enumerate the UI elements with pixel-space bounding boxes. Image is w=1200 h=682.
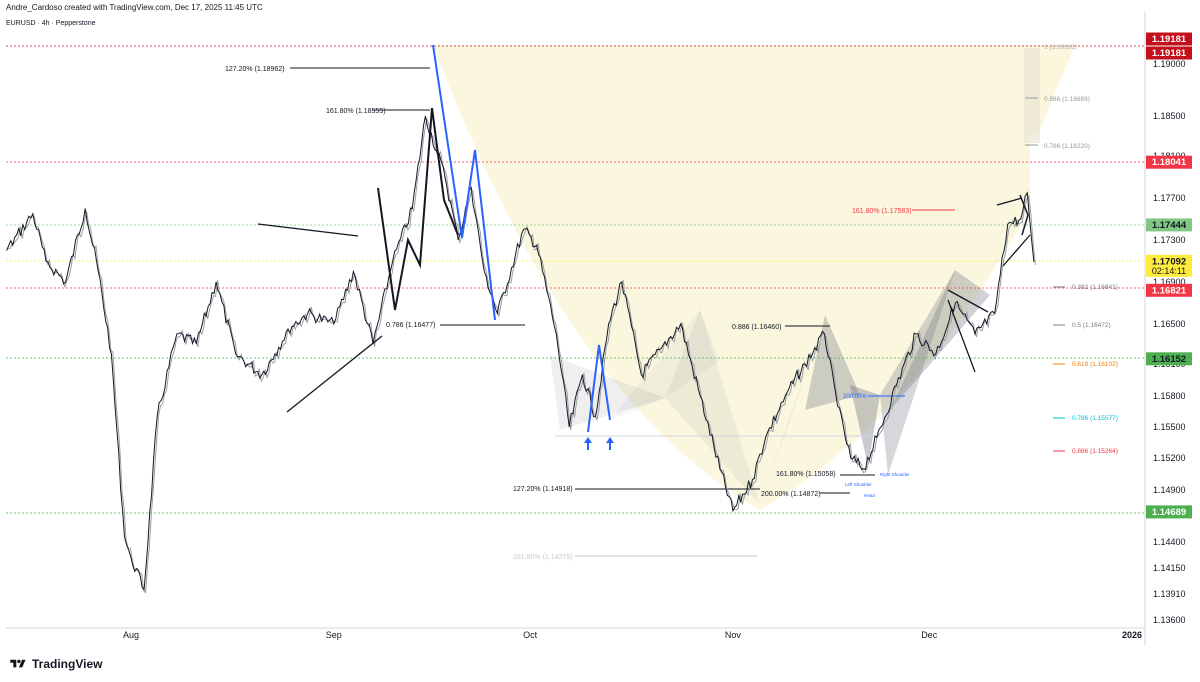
wave-blue <box>432 44 496 321</box>
x-tick-label: 2026 <box>1122 630 1142 640</box>
chart-annotation: 0.786 (1.18220) <box>1044 143 1090 150</box>
chart-annotation: 127.20% (1.18962) <box>225 66 285 73</box>
price-badge-value: 1.16152 <box>1152 354 1186 365</box>
tradingview-logo-icon <box>10 659 26 668</box>
cup-pattern-region <box>433 45 1030 510</box>
y-tick-label: 1.19000 <box>1153 59 1186 69</box>
time-axis-labels: Aug Sep Oct Nov Dec 2026 <box>123 630 1142 640</box>
price-axis-labels: 1.190001.185001.181001.177001.173001.169… <box>1153 59 1186 625</box>
price-line <box>6 115 1035 591</box>
projection-column <box>1024 48 1040 143</box>
price-badge <box>1146 254 1192 277</box>
price-badge-value: 1.17092 <box>1152 256 1186 267</box>
chart-annotation: Head <box>864 493 875 498</box>
y-tick-label: 1.14150 <box>1153 563 1186 573</box>
chart-annotation: 0.382 (1.16841) <box>1072 284 1118 291</box>
price-badge <box>1146 32 1192 46</box>
harmonic-patterns <box>550 270 990 505</box>
chart-annotation: 161.80% (1.17583) <box>852 208 912 215</box>
x-tick-label: Nov <box>725 630 742 640</box>
fib-lines <box>290 45 1065 557</box>
chart-annotation: 200.00% <box>843 394 867 400</box>
chart-annotation: 0.5 (1.16472) <box>1072 322 1111 329</box>
trend-lines <box>257 197 1031 413</box>
y-tick-label: 1.18500 <box>1153 111 1186 121</box>
chart-annotation: 161.80% (1.18555) <box>326 108 386 115</box>
chart-annotation: 0.886 (1.18669) <box>1044 96 1090 103</box>
symbol-title: EURUSD · 4h · Pepperstone <box>6 20 96 27</box>
y-tick-label: 1.15800 <box>1153 391 1186 401</box>
chart-annotation: 0.886 (1.16460) <box>732 324 781 331</box>
price-badge-value: 1.18041 <box>1152 157 1187 168</box>
chart-annotation: 0.886 (1.15264) <box>1072 448 1118 455</box>
y-tick-label: 1.14400 <box>1153 537 1186 547</box>
price-shadow-line <box>8 117 1036 594</box>
y-tick-label: 1.15500 <box>1153 422 1186 432</box>
chart-annotation: 1 (1.19181) <box>1044 44 1077 51</box>
x-tick-label: Sep <box>326 630 342 640</box>
price-badge <box>1146 505 1192 519</box>
chart-credit: Andre_Cardoso created with TradingView.c… <box>6 3 263 12</box>
horizontal-levels <box>6 45 1145 514</box>
bar-countdown: 02:14:11 <box>1152 266 1186 276</box>
x-tick-label: Oct <box>523 630 538 640</box>
y-tick-label: 1.17300 <box>1153 235 1186 245</box>
chart-annotation: 0.786 (1.16477) <box>386 322 435 329</box>
price-badge <box>1146 352 1192 366</box>
x-tick-label: Aug <box>123 630 139 640</box>
y-tick-label: 1.16900 <box>1153 277 1186 287</box>
chart-annotation: 127.20% (1.14918) <box>513 486 573 493</box>
y-tick-label: 1.15200 <box>1153 453 1186 463</box>
price-badge <box>1146 283 1192 297</box>
pattern-black <box>1019 194 1029 236</box>
price-badge-value: 1.14689 <box>1152 507 1186 518</box>
y-tick-label: 1.16500 <box>1153 319 1186 329</box>
chart-annotation: Left Shoulder <box>845 482 872 487</box>
price-badge <box>1146 218 1192 232</box>
y-tick-label: 1.13600 <box>1153 615 1186 625</box>
chart-annotation: 0.618 (1.16102) <box>1072 361 1118 368</box>
annotations: 127.20% (1.18962) 161.80% (1.18555) 0.786 … <box>225 44 1118 561</box>
price-badge-value: 1.16821 <box>1152 285 1187 296</box>
footer-branding: TradingView <box>8 657 102 671</box>
price-badge-value: 1.17444 <box>1152 220 1187 231</box>
double-bottom-blue <box>587 344 611 433</box>
price-badge <box>1146 155 1192 169</box>
price-badges: 1.19181 1.19181 1.18041 1.17444 1.1709202:14… <box>1146 32 1192 519</box>
y-tick-label: 1.13910 <box>1153 589 1186 599</box>
y-tick-label: 1.14900 <box>1153 485 1186 495</box>
price-badge-value: 1.19181 <box>1152 34 1187 45</box>
chart-annotation: 0.786 (1.15577) <box>1072 415 1118 422</box>
chart-annotation: 161.80% (1.14275) <box>513 554 573 561</box>
chart-annotation: 200.00% (1.14872) <box>761 491 821 498</box>
price-badge <box>1146 46 1192 60</box>
brand-name: TradingView <box>32 657 103 671</box>
y-tick-label: 1.17700 <box>1153 193 1186 203</box>
x-tick-label: Dec <box>921 630 938 640</box>
chart-annotation: Right Shoulder <box>880 472 910 477</box>
price-badge-value: 1.19181 <box>1152 48 1187 59</box>
wave-black <box>377 107 459 311</box>
chart-annotation: 161.80% (1.15058) <box>776 471 836 478</box>
up-arrow-icon <box>584 437 614 450</box>
